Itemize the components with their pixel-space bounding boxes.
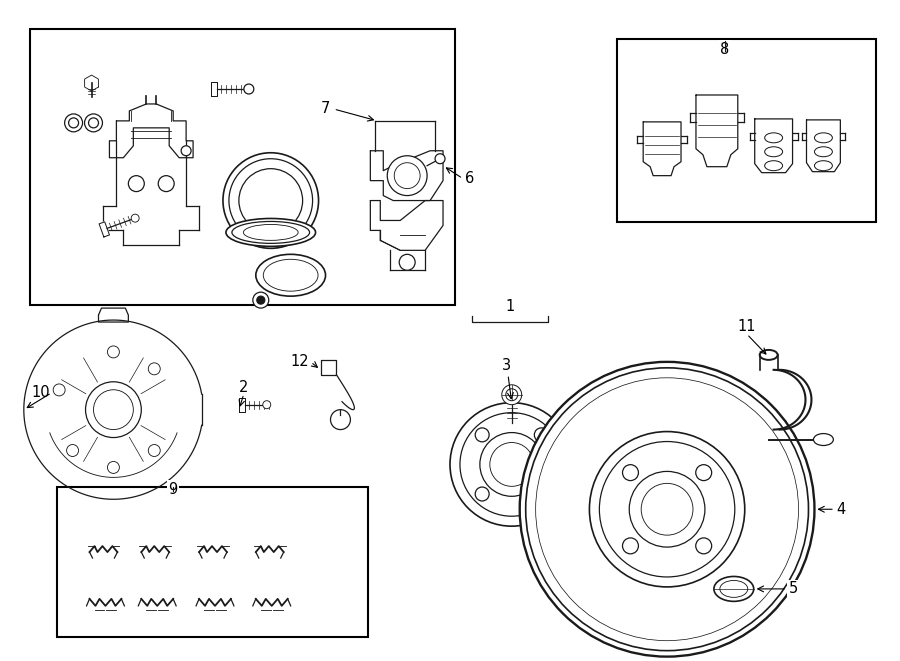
Ellipse shape — [814, 147, 832, 157]
Circle shape — [68, 118, 78, 128]
Text: 1: 1 — [505, 299, 515, 313]
Ellipse shape — [814, 161, 832, 171]
Circle shape — [129, 176, 144, 192]
Circle shape — [86, 382, 141, 438]
Circle shape — [629, 471, 705, 547]
Circle shape — [88, 118, 98, 128]
Circle shape — [623, 538, 638, 554]
Ellipse shape — [814, 133, 832, 143]
Text: 7: 7 — [321, 101, 330, 116]
Bar — [30, 29, 455, 305]
Circle shape — [535, 487, 548, 501]
Bar — [617, 39, 877, 223]
Text: 4: 4 — [818, 502, 846, 517]
Ellipse shape — [760, 350, 778, 360]
Ellipse shape — [226, 219, 316, 247]
Ellipse shape — [264, 259, 318, 291]
Circle shape — [475, 487, 489, 501]
Text: 3: 3 — [502, 358, 513, 399]
Circle shape — [623, 465, 638, 481]
Circle shape — [435, 154, 445, 164]
Circle shape — [330, 410, 350, 430]
Circle shape — [535, 428, 548, 442]
Circle shape — [450, 403, 573, 526]
Circle shape — [460, 412, 563, 516]
Text: 2: 2 — [239, 380, 248, 395]
Ellipse shape — [714, 576, 753, 602]
Circle shape — [475, 428, 489, 442]
Circle shape — [394, 163, 420, 188]
Circle shape — [67, 445, 78, 457]
Ellipse shape — [232, 221, 310, 243]
Ellipse shape — [814, 434, 833, 446]
Circle shape — [245, 85, 253, 93]
Circle shape — [400, 254, 415, 270]
Circle shape — [256, 296, 265, 304]
Circle shape — [490, 442, 534, 486]
Circle shape — [526, 368, 808, 650]
Circle shape — [696, 465, 712, 481]
Circle shape — [506, 389, 518, 401]
Circle shape — [158, 176, 175, 192]
Circle shape — [107, 461, 120, 473]
Text: 9: 9 — [168, 482, 178, 497]
Circle shape — [696, 538, 712, 554]
Polygon shape — [99, 222, 110, 237]
Circle shape — [223, 153, 319, 249]
Circle shape — [263, 401, 271, 408]
Circle shape — [107, 346, 120, 358]
Text: 11: 11 — [737, 319, 756, 334]
Circle shape — [480, 432, 544, 496]
Text: 10: 10 — [32, 385, 50, 401]
Ellipse shape — [243, 225, 298, 241]
Circle shape — [181, 146, 191, 156]
Circle shape — [641, 483, 693, 535]
Ellipse shape — [256, 254, 326, 296]
Text: 6: 6 — [465, 171, 474, 186]
Circle shape — [94, 390, 133, 430]
Text: 8: 8 — [720, 42, 730, 57]
Circle shape — [519, 362, 814, 656]
Circle shape — [599, 442, 734, 577]
Ellipse shape — [765, 161, 783, 171]
Circle shape — [148, 363, 160, 375]
Ellipse shape — [765, 133, 783, 143]
Circle shape — [387, 156, 428, 196]
Circle shape — [244, 84, 254, 94]
Text: 12: 12 — [290, 354, 309, 369]
Circle shape — [65, 114, 83, 132]
Circle shape — [253, 292, 269, 308]
Polygon shape — [211, 82, 217, 96]
Bar — [57, 487, 368, 637]
Ellipse shape — [765, 147, 783, 157]
Circle shape — [229, 159, 312, 243]
Polygon shape — [238, 398, 245, 412]
Circle shape — [238, 169, 302, 233]
Circle shape — [148, 445, 160, 457]
Circle shape — [53, 384, 65, 396]
Circle shape — [590, 432, 745, 587]
Circle shape — [502, 385, 522, 405]
Circle shape — [85, 114, 103, 132]
Text: 5: 5 — [758, 582, 797, 596]
Ellipse shape — [720, 580, 748, 598]
Circle shape — [536, 378, 798, 641]
Circle shape — [131, 214, 140, 222]
